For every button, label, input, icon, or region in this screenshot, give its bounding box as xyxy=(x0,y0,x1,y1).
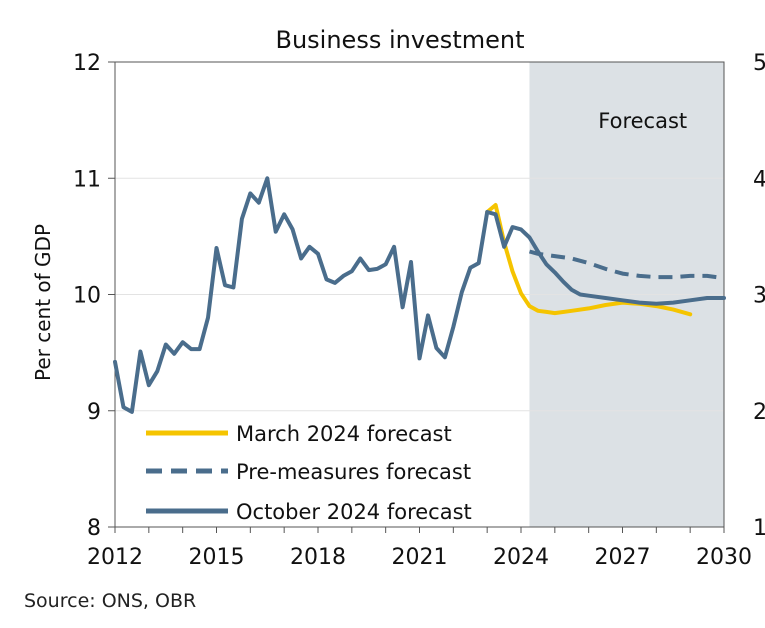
right-axis-tick-label: 1 xyxy=(753,516,765,541)
y-tick-label: 8 xyxy=(87,516,101,541)
right-axis-tick-label: 2 xyxy=(753,400,765,425)
legend-label: Pre-measures forecast xyxy=(236,460,471,484)
series-line-pre-measures-forecast xyxy=(528,249,725,281)
right-axis-tick-label: 3 xyxy=(753,284,765,309)
right-axis-tick-label: 5 xyxy=(753,51,765,76)
legend: March 2024 forecast Pre-measures forecast… xyxy=(146,422,472,524)
x-tick-label: 2015 xyxy=(189,545,245,570)
x-tick-label: 2024 xyxy=(493,545,549,570)
legend-label: October 2024 forecast xyxy=(236,500,472,524)
x-tick-label: 2012 xyxy=(87,545,143,570)
x-tick-label: 2027 xyxy=(595,545,651,570)
right-axis-tick-label: 4 xyxy=(753,167,765,192)
y-tick-label: 11 xyxy=(73,167,101,192)
forecast-label: Forecast xyxy=(598,109,687,133)
y-tick-label: 12 xyxy=(73,51,101,76)
series-line-october-2024-forecast xyxy=(113,176,726,414)
chart-title: Business investment xyxy=(276,26,525,54)
x-tick-label: 2030 xyxy=(696,545,752,570)
y-tick-label: 10 xyxy=(73,284,101,309)
source-note: Source: ONS, OBR xyxy=(24,590,197,612)
x-tick-label: 2021 xyxy=(392,545,448,570)
x-tick-label: 2018 xyxy=(290,545,346,570)
y-axis-label: Per cent of GDP xyxy=(31,224,55,381)
legend-label: March 2024 forecast xyxy=(236,422,452,446)
y-tick-label: 9 xyxy=(87,400,101,425)
